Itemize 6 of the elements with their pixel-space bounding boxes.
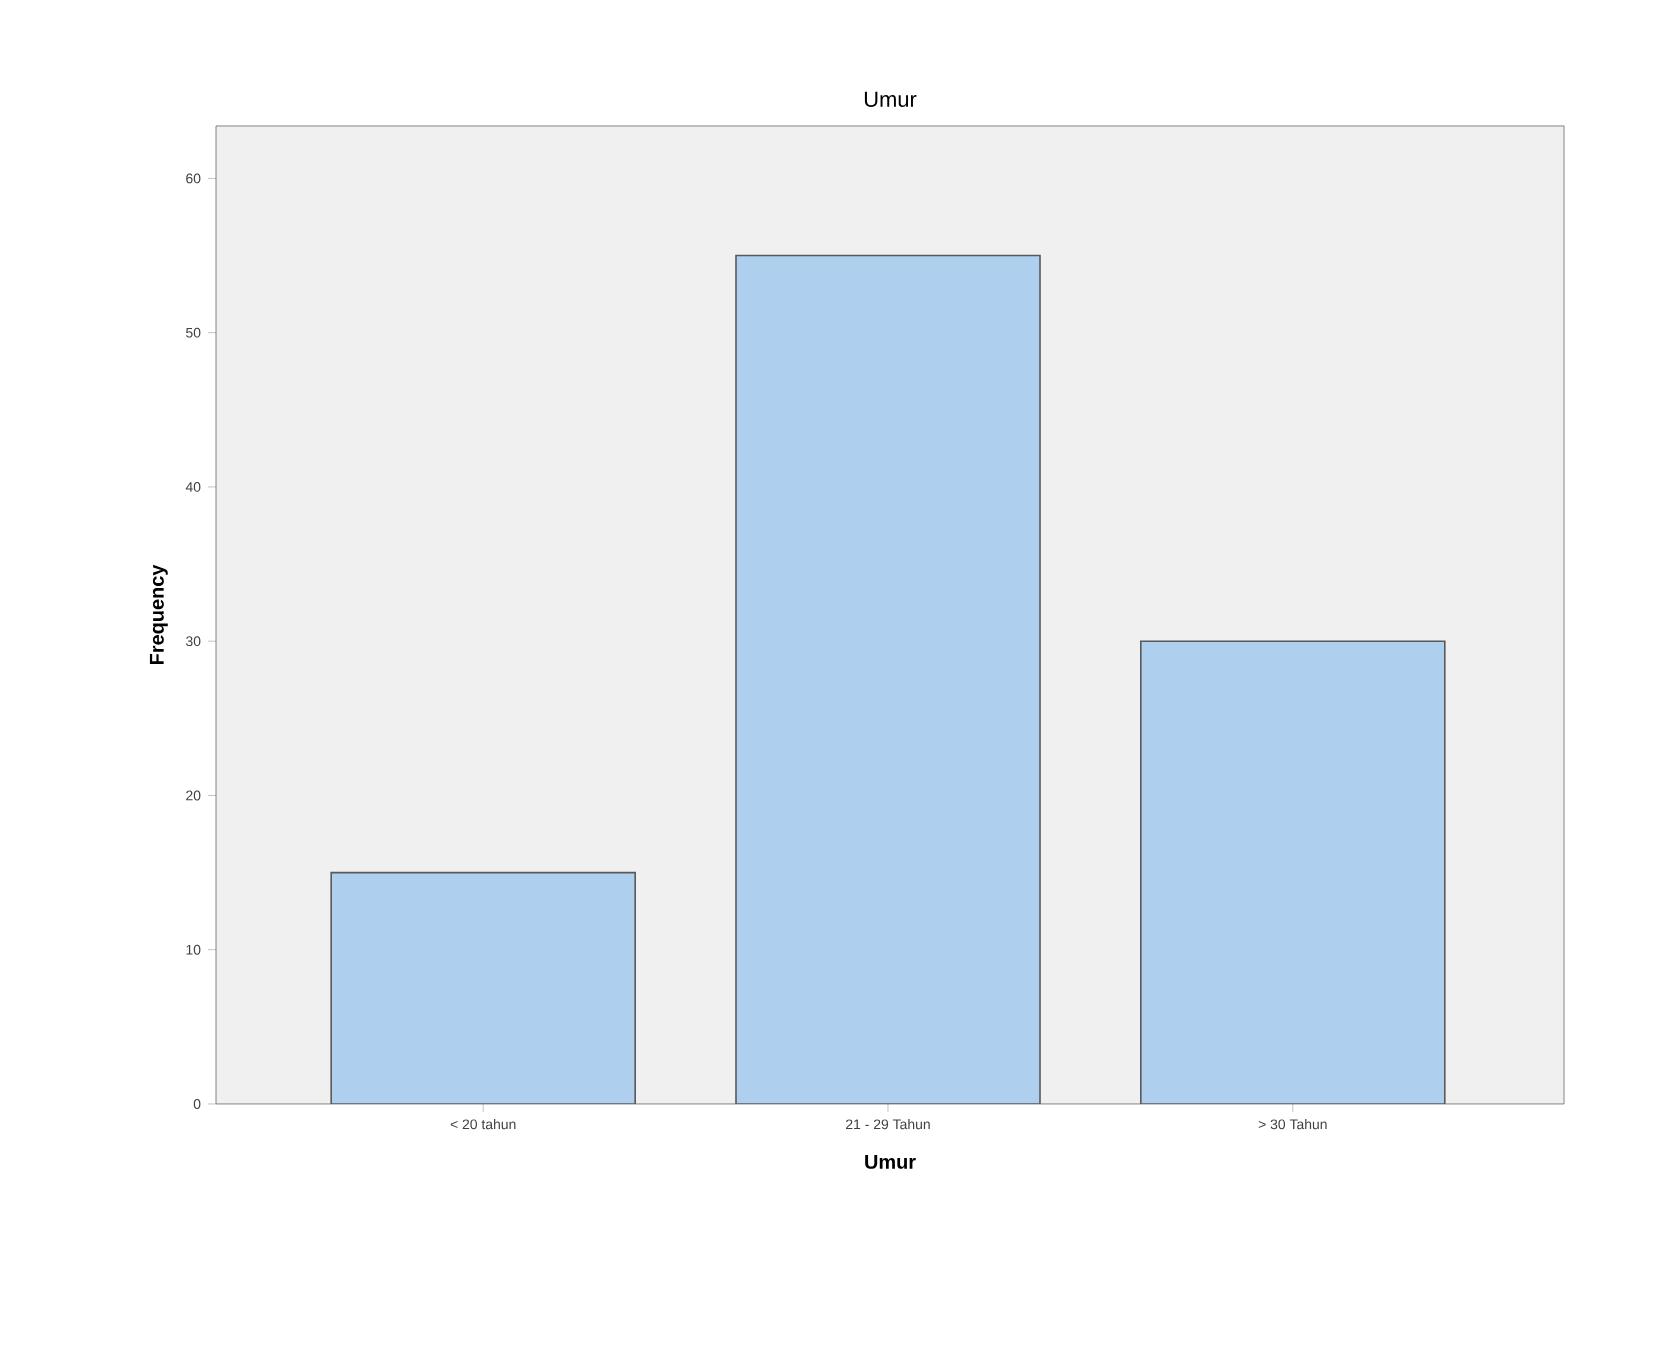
chart-title: Umur: [864, 91, 917, 107]
x-axis-title: Umur: [865, 1154, 916, 1169]
bar: [330, 871, 636, 1104]
bar: [735, 254, 1041, 1104]
bar: [1140, 640, 1446, 1104]
y-axis-title: Frequency: [149, 564, 168, 665]
